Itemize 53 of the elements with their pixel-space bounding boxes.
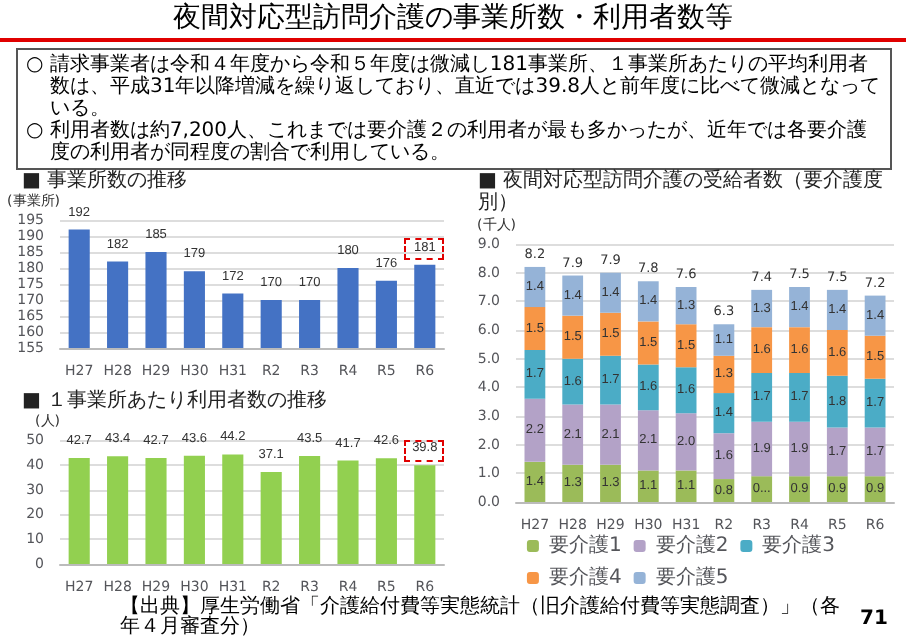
bar xyxy=(524,350,546,399)
bar xyxy=(260,471,282,564)
bar xyxy=(637,470,659,502)
bar xyxy=(562,358,584,405)
bar xyxy=(107,456,129,564)
bar xyxy=(789,287,810,328)
text: ○ 請求事業者は令和４年度から令和５年度は微減し181事業所、１事業所あたりの平均利用者数は、平成31年以降増減を繰り返しており、直近では39.8人と前年度に比べて微減となっている。 xyxy=(26,54,882,120)
bar xyxy=(637,281,659,322)
bar xyxy=(751,327,773,373)
bar xyxy=(826,427,848,477)
text: 夜間対応型訪問介護の事業所数・利用者数等 xyxy=(0,0,906,42)
chart-title: ■ 夜間対応型訪問介護の受給者数（要介護度別） xyxy=(478,168,884,214)
text: 71 xyxy=(860,608,888,630)
bar xyxy=(826,289,848,330)
legend-label: 要介護3 xyxy=(762,533,836,557)
bar xyxy=(637,410,659,471)
bar xyxy=(751,373,773,422)
legend-label: 要介護2 xyxy=(655,533,729,557)
bar xyxy=(864,427,886,477)
bar xyxy=(68,458,90,564)
bar xyxy=(789,327,810,373)
bar xyxy=(600,272,621,313)
text: ○ 利用者数は約7,200人、これまでは要介護２の利用者が最も多かったが、近年では各要介護度の利用者が同程度の割合で利用している。 xyxy=(26,120,870,164)
bar xyxy=(222,454,244,564)
bar xyxy=(145,458,167,564)
bar xyxy=(751,289,773,328)
bar xyxy=(637,364,659,411)
bar xyxy=(826,375,848,428)
bar xyxy=(562,404,584,465)
bar xyxy=(562,275,584,316)
bar xyxy=(826,330,848,376)
bar xyxy=(183,455,205,564)
bar xyxy=(375,458,397,564)
bar xyxy=(562,315,584,359)
bar xyxy=(524,398,546,462)
bar xyxy=(600,355,621,405)
bar xyxy=(751,476,773,502)
bar xyxy=(337,460,359,564)
bar xyxy=(751,421,773,477)
legend-label: 要介護1 xyxy=(548,533,622,557)
chart-title: ■ １事業所あたり利用者数の推移 xyxy=(22,388,328,412)
legend-label: 要介護4 xyxy=(548,565,622,589)
bar xyxy=(299,456,321,564)
legend-label: 要介護5 xyxy=(655,565,729,589)
bar xyxy=(562,464,584,502)
chart-title: ■ 事業所数の推移 xyxy=(22,168,188,192)
bar xyxy=(414,465,436,564)
text: 【出典】厚生労働省「介護給付費等実態統計（旧介護給付費等実態調査）」（各年４月審査分） xyxy=(120,596,840,638)
bar xyxy=(600,404,621,465)
bar xyxy=(600,312,621,356)
bar xyxy=(789,421,810,477)
bar xyxy=(789,373,810,422)
bar xyxy=(637,321,659,365)
